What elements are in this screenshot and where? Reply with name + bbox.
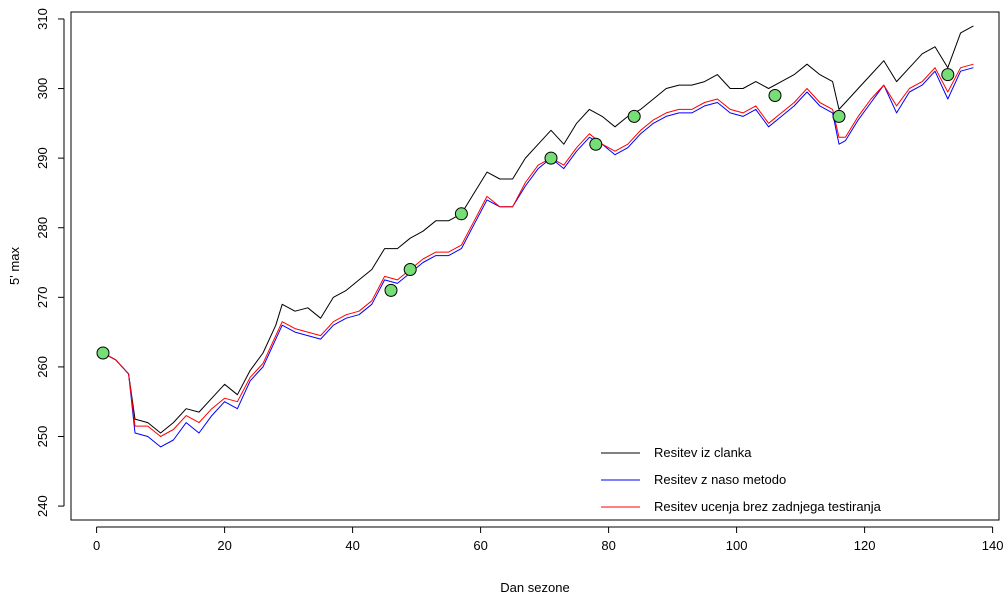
data-point (403, 262, 417, 276)
y-axis: 240 250 260 270 280 290 300 310 (35, 8, 65, 517)
data-point (384, 283, 398, 297)
data-point (589, 137, 603, 151)
x-tick-label: 140 (982, 538, 1004, 553)
legend-entry: Resitev z naso metodo (654, 472, 786, 487)
legend: Resitev iz clanka Resitev z naso metodo Re… (601, 445, 882, 514)
data-point (627, 109, 641, 123)
legend-entry: Resitev ucenja brez zadnjega testiranja (654, 499, 882, 514)
y-tick-label: 260 (35, 356, 50, 378)
y-tick-label: 290 (35, 147, 50, 169)
data-point (768, 89, 782, 103)
x-tick-label: 0 (93, 538, 100, 553)
x-tick-label: 60 (473, 538, 487, 553)
data-point (544, 151, 558, 165)
y-tick-label: 280 (35, 217, 50, 239)
x-tick-label: 80 (601, 538, 615, 553)
data-point (941, 68, 955, 82)
data-point (96, 346, 110, 360)
plot-frame (70, 11, 1000, 521)
series-line-2 (102, 67, 974, 448)
y-tick-label: 250 (35, 426, 50, 448)
x-tick-label: 40 (345, 538, 359, 553)
y-axis-label: 5' max (7, 247, 22, 285)
points-layer (96, 68, 955, 360)
series-line-1 (102, 25, 974, 434)
legend-entry: Resitev iz clanka (654, 445, 752, 460)
x-tick-label: 120 (854, 538, 876, 553)
y-tick-label: 300 (35, 78, 50, 100)
y-tick-label: 310 (35, 8, 50, 30)
y-tick-label: 270 (35, 286, 50, 308)
x-axis: 0 20 40 60 80 100 120 140 (93, 526, 1004, 553)
data-point (454, 207, 468, 221)
x-axis-label: Dan sezone (500, 580, 569, 595)
data-point (832, 109, 846, 123)
x-tick-label: 100 (726, 538, 748, 553)
series-layer (102, 25, 974, 448)
y-tick-label: 240 (35, 495, 50, 517)
x-tick-label: 20 (217, 538, 231, 553)
